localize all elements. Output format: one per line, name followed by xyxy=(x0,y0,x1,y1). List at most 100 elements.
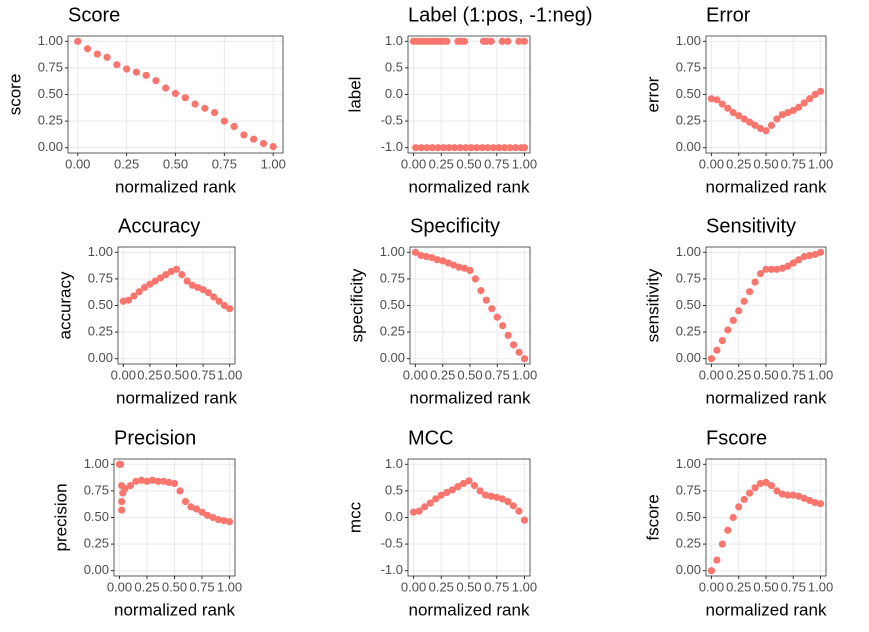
chart-title: Error xyxy=(706,4,751,26)
point xyxy=(520,144,529,152)
point xyxy=(756,269,765,278)
point xyxy=(515,348,523,356)
y-tick-label: 0.25 xyxy=(676,113,701,128)
y-tick-label: 0.00 xyxy=(380,350,405,365)
point xyxy=(795,256,803,264)
x-axis-label: normalized rank xyxy=(410,388,531,407)
point xyxy=(476,487,484,495)
panel-border xyxy=(409,246,531,365)
point xyxy=(487,492,495,500)
x-tick-label: 1.00 xyxy=(808,156,833,171)
point xyxy=(751,278,759,286)
point xyxy=(773,487,781,495)
y-tick-label: 0.00 xyxy=(84,562,109,577)
x-tick-label: 1.00 xyxy=(217,579,242,594)
point xyxy=(443,37,451,45)
point xyxy=(148,476,157,484)
point xyxy=(482,296,490,304)
point xyxy=(724,526,732,534)
point xyxy=(713,96,721,104)
point xyxy=(423,144,431,152)
chart-title: Fscore xyxy=(706,427,767,449)
y-tick-label: 0.00 xyxy=(676,562,701,577)
point xyxy=(471,275,480,283)
point xyxy=(434,144,442,152)
point xyxy=(773,115,781,123)
point xyxy=(240,131,248,139)
point xyxy=(142,71,150,79)
x-tick-label: 0.75 xyxy=(484,156,509,171)
point xyxy=(143,477,151,485)
point xyxy=(456,144,464,152)
point xyxy=(123,65,131,73)
point xyxy=(816,87,825,95)
point xyxy=(146,280,154,288)
point xyxy=(504,331,512,339)
point xyxy=(121,485,129,493)
point xyxy=(171,89,180,98)
point xyxy=(767,481,776,490)
y-tick-label: 0.75 xyxy=(88,270,113,285)
point xyxy=(466,266,474,274)
y-tick-label: 0.75 xyxy=(676,482,701,497)
point xyxy=(762,265,770,273)
x-tick-label: 0.50 xyxy=(162,579,187,594)
x-tick-label: 0.50 xyxy=(456,579,481,594)
point xyxy=(767,121,776,129)
x-tick-label: 0.75 xyxy=(781,156,806,171)
x-tick-label: 0.00 xyxy=(401,156,426,171)
panel-border xyxy=(407,458,531,577)
point xyxy=(504,497,512,506)
point xyxy=(478,144,486,152)
point xyxy=(767,265,776,273)
y-tick-label: 0.50 xyxy=(38,86,63,101)
point xyxy=(729,513,737,522)
y-axis-label: sensitivity xyxy=(643,268,662,342)
x-axis-label: normalized rank xyxy=(409,600,530,619)
point xyxy=(428,144,436,152)
y-tick-label: 0.50 xyxy=(676,86,701,101)
point xyxy=(718,540,726,548)
chart-title: Sensitivity xyxy=(706,215,796,237)
point xyxy=(460,37,469,45)
point xyxy=(154,477,162,485)
point xyxy=(520,516,529,524)
point xyxy=(718,337,726,345)
x-tick-label: 0.25 xyxy=(726,579,751,594)
point xyxy=(740,495,748,504)
y-tick-label: 0.75 xyxy=(380,270,405,285)
point xyxy=(735,503,743,511)
x-axis-label: normalized rank xyxy=(706,388,827,407)
x-tick-label: 0.75 xyxy=(212,156,237,171)
y-tick-label: 0.25 xyxy=(380,324,405,339)
point xyxy=(784,491,792,499)
y-tick-label: 0.00 xyxy=(676,350,701,365)
point xyxy=(225,518,234,526)
point xyxy=(499,322,507,330)
point xyxy=(811,90,819,99)
point xyxy=(421,503,429,511)
y-tick-label: 1.00 xyxy=(676,244,701,259)
chart-title: MCC xyxy=(408,427,454,449)
x-tick-label: 1.00 xyxy=(217,367,242,382)
point xyxy=(800,99,808,107)
point xyxy=(176,487,184,495)
point xyxy=(740,115,748,123)
point xyxy=(806,251,814,260)
point xyxy=(789,106,797,115)
y-tick-label: 1.00 xyxy=(676,456,701,471)
point xyxy=(515,507,523,515)
y-tick-label: 0.50 xyxy=(380,297,405,312)
x-axis-label: normalized rank xyxy=(706,600,827,619)
y-tick-label: 0.5 xyxy=(385,482,403,497)
y-tick-label: 0.50 xyxy=(676,509,701,524)
y-tick-label: 1.0 xyxy=(385,456,403,471)
y-tick-label: 1.00 xyxy=(84,456,109,471)
y-tick-label: 0.50 xyxy=(676,297,701,312)
y-tick-label: 0.0 xyxy=(385,509,403,524)
point xyxy=(409,508,418,516)
point xyxy=(729,108,737,117)
point xyxy=(93,50,101,58)
point xyxy=(181,497,190,506)
x-tick-label: 0.00 xyxy=(401,579,426,594)
